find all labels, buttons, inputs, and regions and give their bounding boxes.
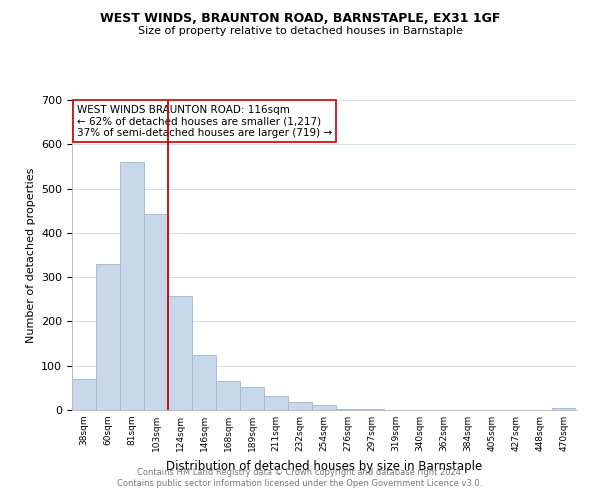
Bar [336,408,360,410]
Bar [552,408,576,410]
Text: Size of property relative to detached houses in Barnstaple: Size of property relative to detached ho… [137,26,463,36]
Bar [216,381,240,410]
Bar [96,264,120,410]
Bar [240,387,264,410]
Bar [120,162,144,410]
Bar [72,379,96,410]
Bar [360,409,384,410]
Y-axis label: Number of detached properties: Number of detached properties [26,168,35,342]
Text: WEST WINDS, BRAUNTON ROAD, BARNSTAPLE, EX31 1GF: WEST WINDS, BRAUNTON ROAD, BARNSTAPLE, E… [100,12,500,26]
Bar [168,296,192,410]
Text: Contains HM Land Registry data © Crown copyright and database right 2024.
Contai: Contains HM Land Registry data © Crown c… [118,468,482,487]
Text: WEST WINDS BRAUNTON ROAD: 116sqm
← 62% of detached houses are smaller (1,217)
37: WEST WINDS BRAUNTON ROAD: 116sqm ← 62% o… [77,104,332,138]
Bar [192,354,216,410]
Bar [312,404,336,410]
Bar [264,396,288,410]
X-axis label: Distribution of detached houses by size in Barnstaple: Distribution of detached houses by size … [166,460,482,472]
Bar [144,214,168,410]
Bar [288,402,312,410]
